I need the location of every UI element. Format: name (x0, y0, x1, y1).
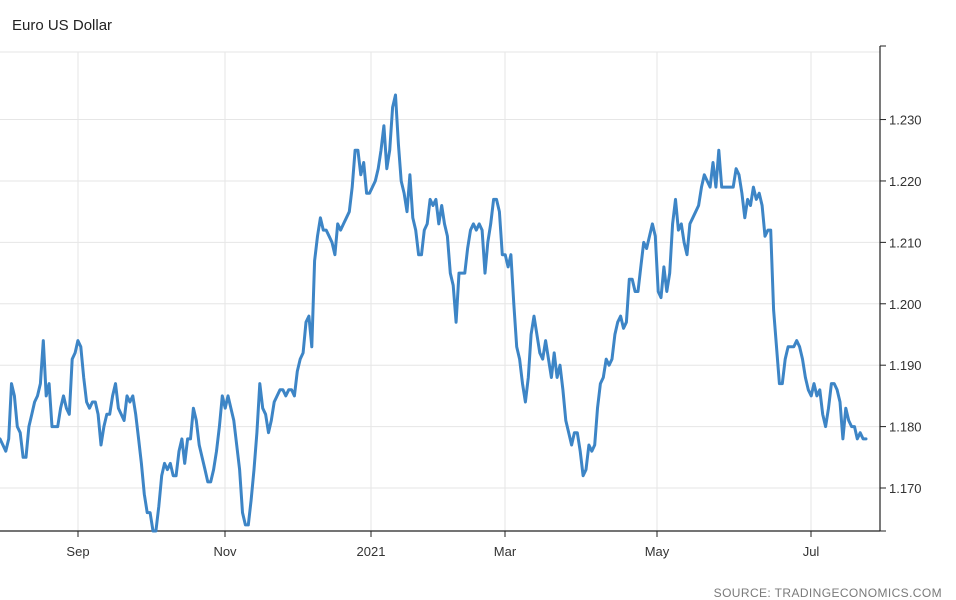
x-tick-label: 2021 (357, 544, 386, 559)
x-tick-label: Mar (494, 544, 517, 559)
chart-title: Euro US Dollar (12, 17, 113, 34)
y-tick-label: 1.180 (889, 420, 922, 435)
series-line (0, 93, 868, 533)
y-axis-ticks: 1.170 1.180 1.190 1.200 1.210 1.220 1.230 (880, 113, 922, 496)
x-axis-ticks: Sep Nov 2021 Mar May Jul (66, 531, 819, 559)
y-tick-label: 1.200 (889, 297, 922, 312)
x-tick-label: Nov (213, 544, 237, 559)
y-tick-label: 1.190 (889, 358, 922, 373)
axes (0, 45, 886, 532)
y-tick-label: 1.210 (889, 235, 922, 250)
source-credit: SOURCE: TRADINGECONOMICS.COM (713, 586, 942, 600)
gridlines (0, 51, 880, 531)
series-group (0, 93, 868, 533)
x-tick-label: May (645, 544, 670, 559)
y-tick-label: 1.230 (889, 113, 922, 128)
x-tick-label: Jul (803, 544, 820, 559)
y-tick-label: 1.170 (889, 481, 922, 496)
y-tick-label: 1.220 (889, 174, 922, 189)
x-tick-label: Sep (66, 544, 89, 559)
